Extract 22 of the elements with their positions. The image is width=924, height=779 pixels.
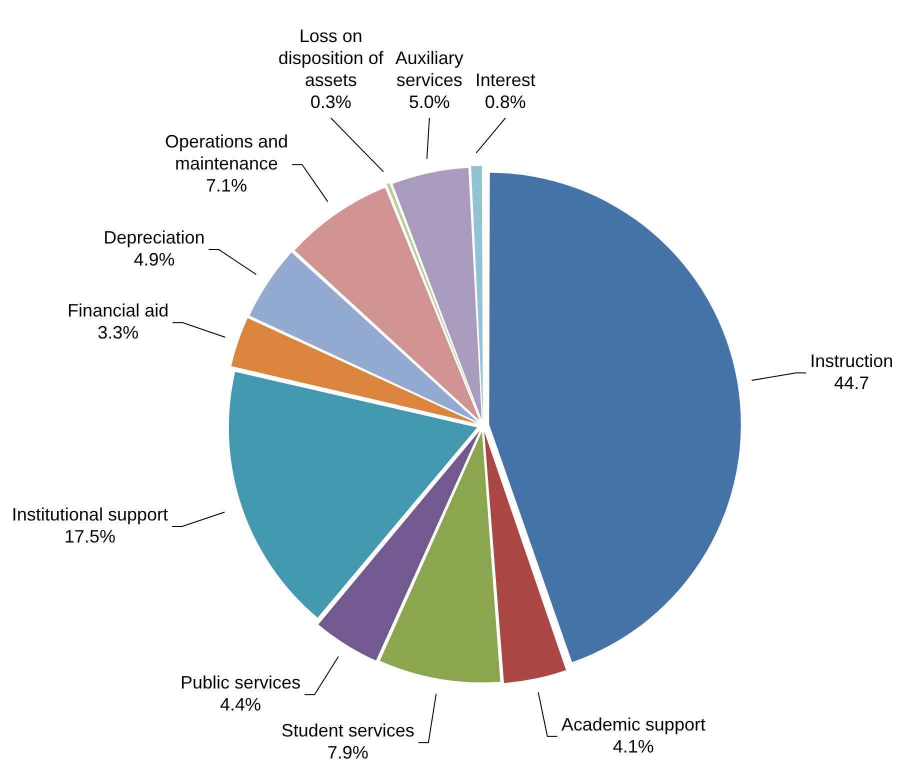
data-label: 4.4% — [220, 694, 262, 715]
data-label: 5.0% — [408, 92, 450, 112]
data-label: 7.1% — [206, 176, 248, 196]
data-label: 4.1% — [612, 736, 654, 756]
data-label: 17.5% — [64, 526, 116, 546]
slice-label: Interest — [475, 70, 536, 90]
slice-label: Public services — [180, 672, 301, 693]
slice-label: Instruction — [810, 350, 894, 371]
data-label: 0.8% — [484, 92, 526, 112]
data-label: 7.9% — [327, 742, 368, 763]
slice-label: Institutional support — [12, 504, 168, 524]
data-label: 44.7 — [834, 372, 870, 393]
data-label: 3.3% — [98, 322, 139, 343]
slice-label: Financial aid — [68, 300, 169, 321]
slice-label: Operations and maintenance — [164, 132, 288, 174]
slice-label: Depreciation — [104, 227, 205, 248]
slice-label: Student services — [281, 720, 414, 741]
slice-label: Loss on disposition of assets — [278, 26, 384, 90]
slice-label: Auxiliary services — [395, 48, 464, 90]
slice-label: Academic support — [561, 714, 706, 734]
data-label: 0.3% — [310, 92, 352, 112]
data-label: 4.9% — [134, 249, 175, 270]
